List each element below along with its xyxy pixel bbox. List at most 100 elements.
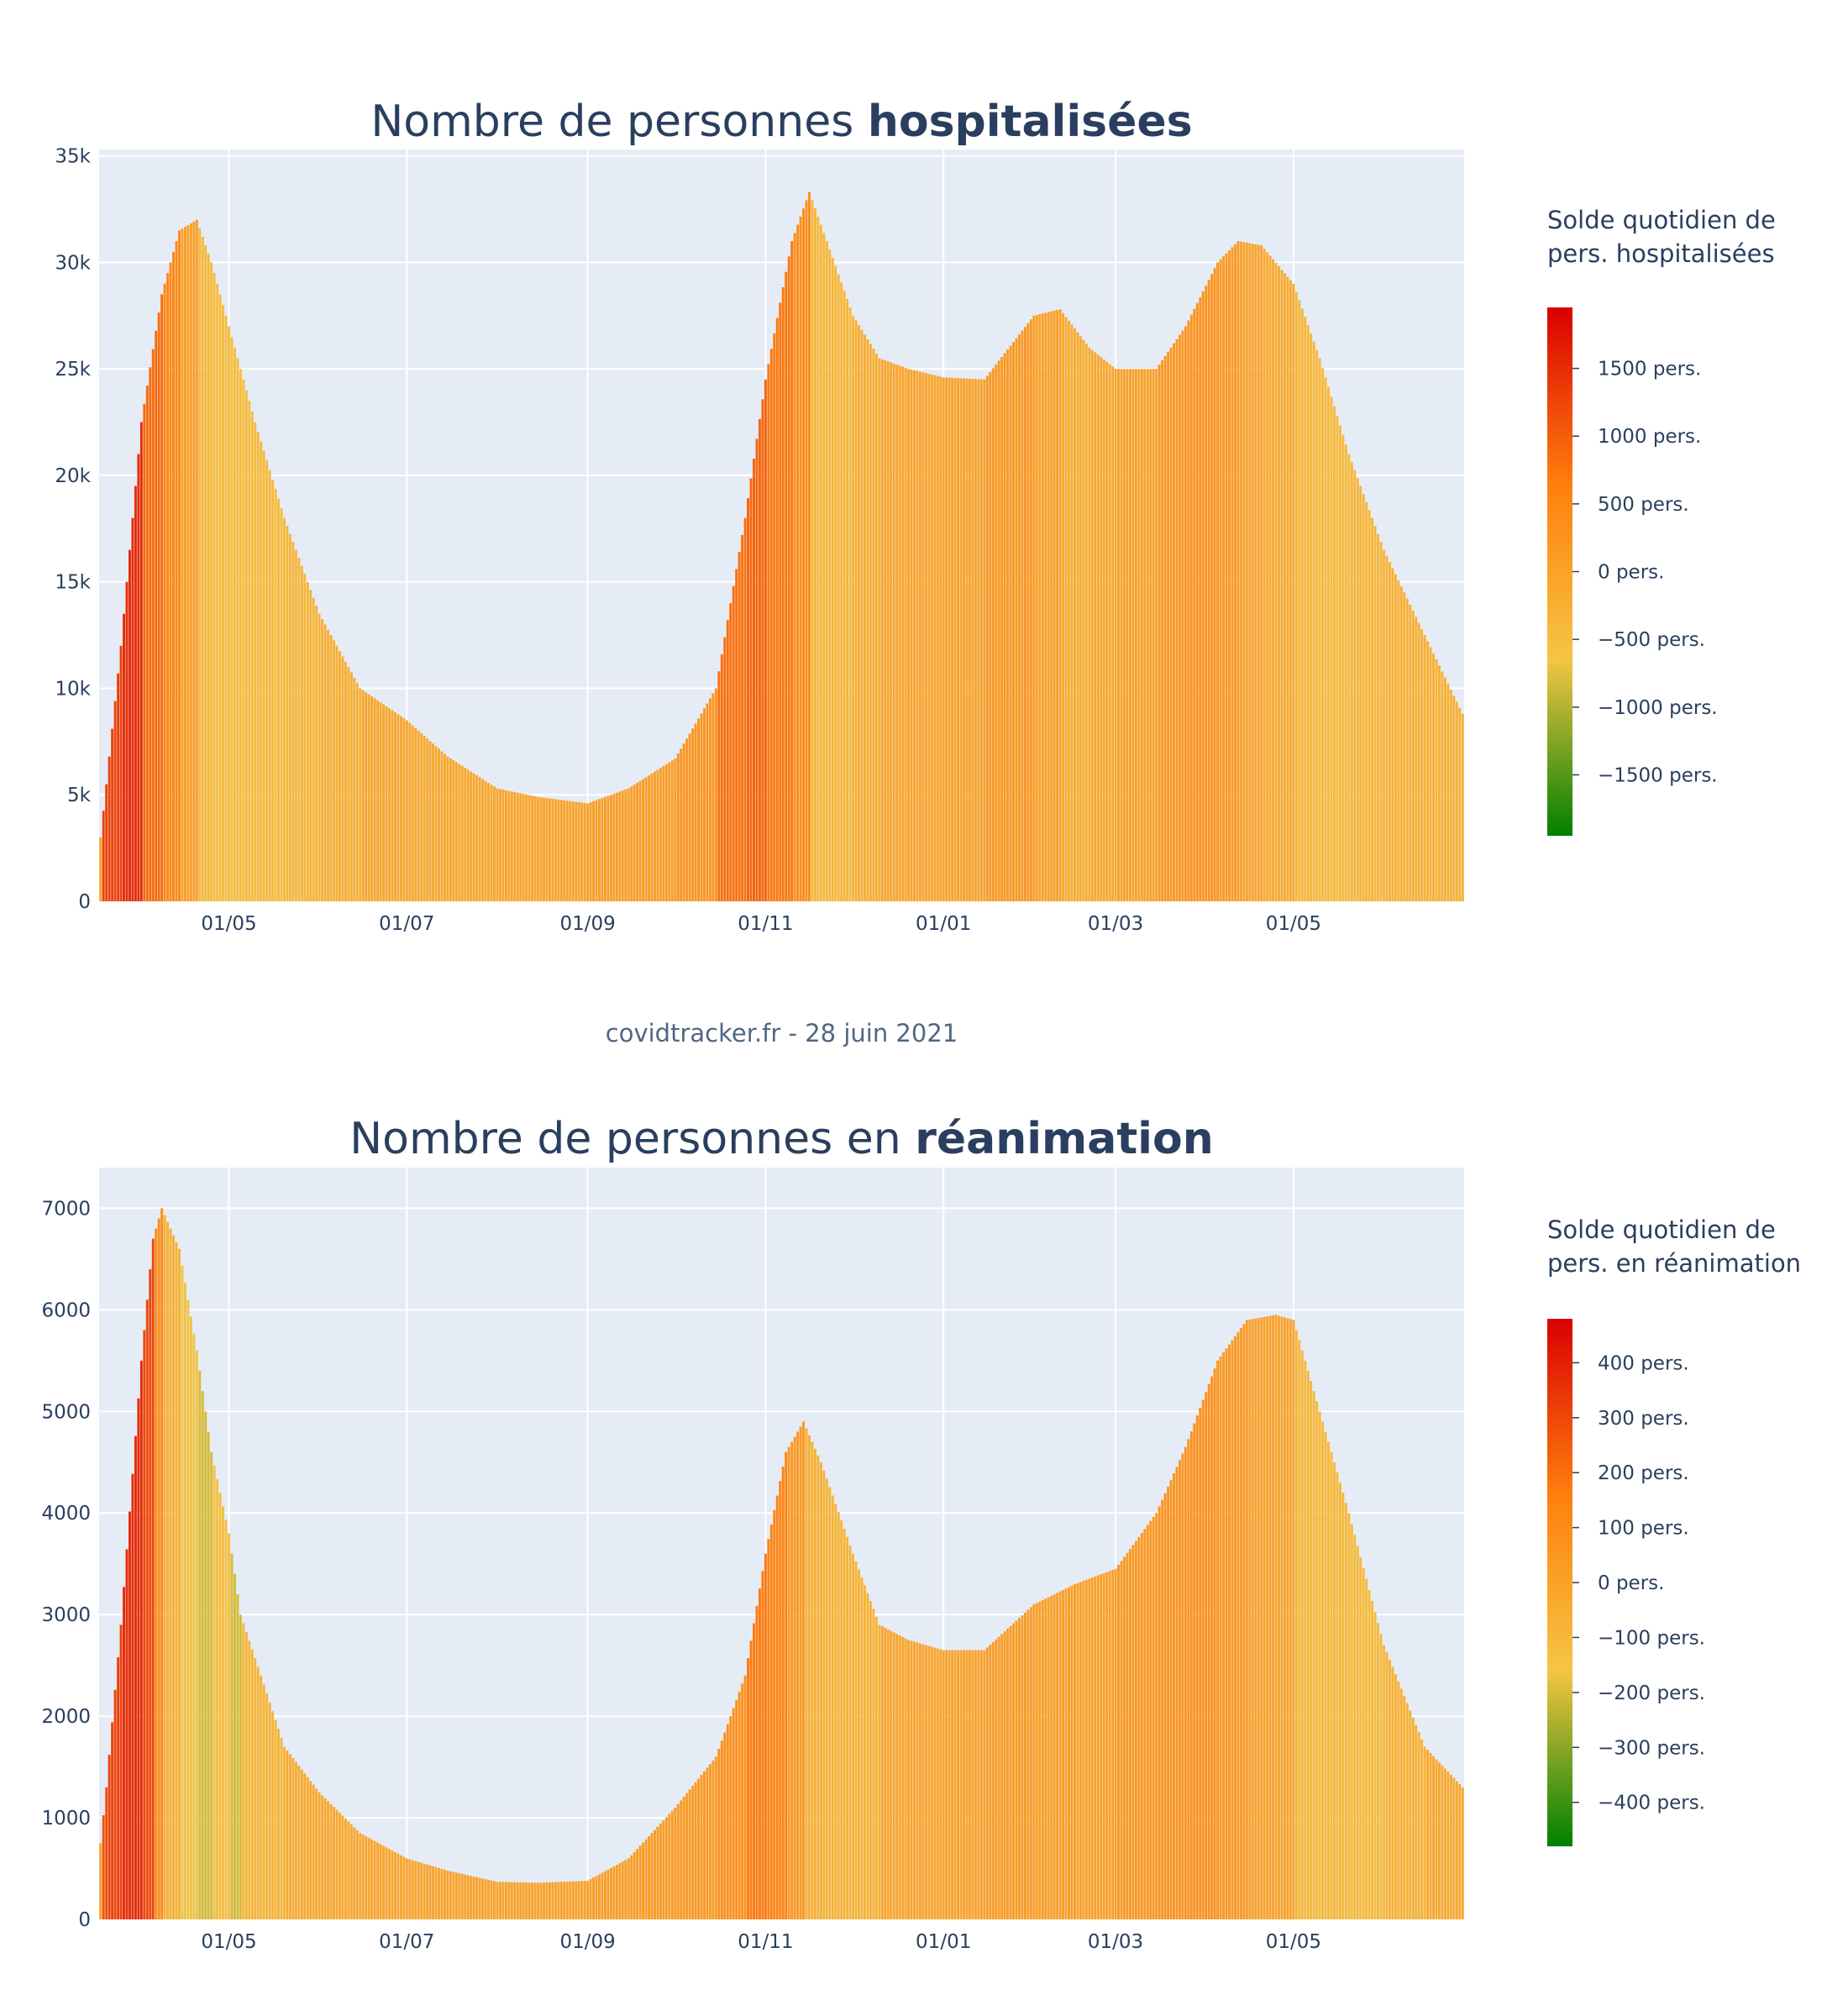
bar (367, 694, 370, 901)
bar (773, 1509, 776, 1919)
bar (1383, 1645, 1385, 1919)
bar (105, 784, 108, 901)
bar (1409, 1710, 1412, 1919)
bar (1420, 628, 1424, 901)
bar (1242, 242, 1246, 901)
bar (175, 1242, 178, 1919)
bar (1312, 1391, 1315, 1919)
bar (769, 1525, 773, 1919)
bar (1100, 1574, 1103, 1919)
bar (799, 1426, 802, 1919)
bar (1284, 273, 1286, 901)
bar (335, 645, 339, 901)
bar (399, 1855, 402, 1919)
bar (1409, 604, 1412, 901)
bar (1379, 542, 1383, 901)
bar (365, 1835, 368, 1919)
bar (178, 1248, 181, 1919)
bar (904, 1638, 907, 1919)
bar (869, 344, 872, 901)
bar (1272, 1315, 1275, 1919)
bar (586, 1881, 590, 1919)
bar (1315, 1401, 1319, 1919)
bar (948, 1650, 951, 1919)
bar (1068, 1587, 1070, 1919)
bar (1094, 1576, 1097, 1919)
bar (985, 375, 989, 902)
bar (137, 1398, 140, 1919)
bar (741, 1683, 744, 1919)
bar (1219, 1356, 1222, 1919)
bar (1079, 1582, 1082, 1919)
bar (910, 369, 913, 901)
bar (933, 1647, 937, 1919)
bar (732, 585, 735, 901)
bar (1368, 1589, 1371, 1919)
bar (569, 801, 572, 901)
bar (1068, 320, 1070, 902)
bar (99, 1843, 102, 1919)
bar (113, 701, 117, 901)
bar (244, 390, 248, 901)
bar (848, 1545, 852, 1919)
bar (1096, 1575, 1100, 1919)
x-tick-label: 01/07 (379, 913, 434, 935)
y-tick-label: 25k (55, 359, 91, 381)
bar (195, 1350, 198, 1919)
bar (1310, 333, 1313, 901)
bar (802, 208, 805, 901)
bar (997, 1636, 1000, 1919)
bar (125, 581, 129, 901)
bar (977, 1650, 980, 1919)
bar (858, 325, 860, 901)
bar (1029, 319, 1032, 901)
bar (1336, 1472, 1339, 1919)
bar (533, 1882, 537, 1919)
bar (1137, 369, 1141, 901)
bar (1102, 1572, 1105, 1919)
bar (1179, 334, 1181, 902)
bar (242, 379, 245, 901)
bar (886, 1629, 890, 1919)
bar (470, 771, 473, 901)
bar (1455, 701, 1458, 901)
bar (309, 590, 312, 901)
bar (828, 1487, 832, 1919)
bar (662, 766, 665, 901)
bar (848, 307, 852, 901)
bar (1100, 357, 1103, 901)
bar (1117, 369, 1120, 901)
bar (738, 1692, 741, 1919)
bar (370, 1839, 374, 1919)
bar (884, 360, 887, 901)
bar (969, 378, 971, 901)
bar (271, 479, 275, 901)
bar (254, 1658, 257, 1919)
bar (1158, 1506, 1161, 1919)
bar (134, 486, 137, 901)
bar (507, 790, 511, 901)
bar (1023, 327, 1026, 901)
bar (703, 708, 706, 901)
bar (528, 795, 531, 901)
bar (1000, 356, 1004, 902)
bar (589, 1879, 592, 1919)
bar (601, 798, 604, 901)
bar (1120, 1561, 1123, 1919)
bar (329, 635, 333, 901)
bar (466, 1875, 470, 1919)
bar (1446, 1772, 1450, 1919)
bar (444, 1869, 446, 1919)
bar (1362, 1567, 1365, 1919)
bar (1021, 330, 1024, 901)
bar (111, 1722, 114, 1919)
bar (703, 1771, 706, 1919)
bar (759, 1588, 761, 1919)
bar (327, 1801, 330, 1919)
bar (1117, 1564, 1120, 1919)
bar (498, 789, 501, 901)
bar (516, 792, 519, 901)
bar (549, 798, 551, 901)
bar (1149, 1520, 1152, 1919)
bar (969, 1650, 971, 1919)
